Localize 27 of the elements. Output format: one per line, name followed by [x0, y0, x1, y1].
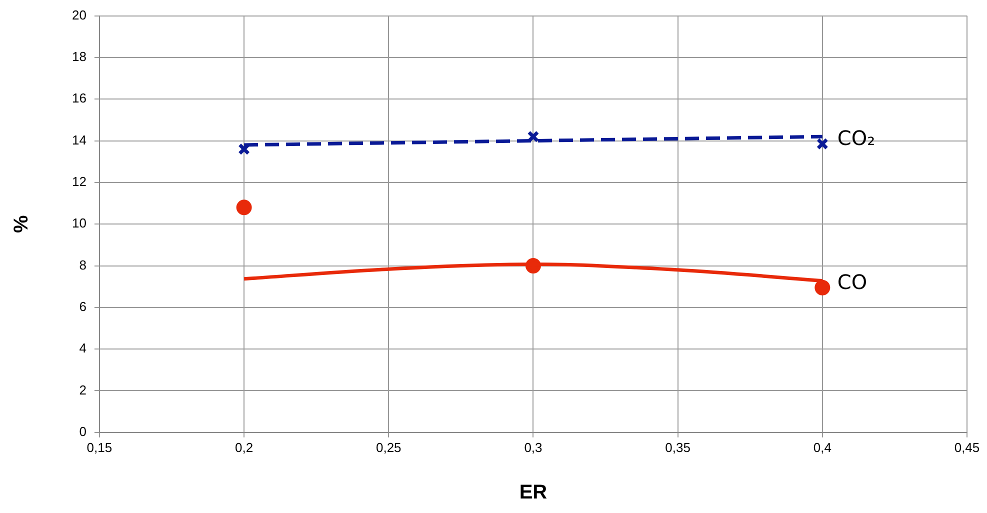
x-tick-label: 0,3: [524, 440, 542, 455]
y-tick-label: 14: [72, 132, 86, 148]
y-tick-label: 2: [79, 382, 86, 398]
y-tick-label: 6: [79, 299, 86, 314]
point: [527, 130, 540, 143]
y-tick-label: 0: [79, 424, 86, 439]
point: [816, 138, 828, 150]
x-tick-label: 0,2: [235, 440, 254, 455]
x-tick-label: 0,45: [954, 440, 980, 455]
point: [238, 143, 250, 156]
y-tick-label: 18: [72, 49, 86, 64]
y-axis-title: %: [10, 215, 33, 233]
series-label: CO₂: [837, 126, 876, 150]
point: [814, 280, 830, 296]
x-tick-label: 0,15: [86, 440, 112, 455]
y-tick-label: 16: [72, 90, 86, 106]
x-tick-label: 0,35: [665, 440, 690, 455]
x-tick-label: 0,25: [376, 440, 402, 455]
point: [236, 200, 252, 216]
series-label: CO: [837, 270, 868, 294]
x-axis-title: ER: [519, 482, 548, 504]
y-tick-label: 20: [72, 7, 86, 22]
y-tick-label: 4: [79, 340, 86, 356]
x-tick-label: 0,4: [813, 440, 832, 455]
y-tick-label: 12: [72, 174, 86, 190]
y-tick-label: 10: [72, 216, 86, 231]
y-tick-label: 8: [79, 257, 86, 272]
